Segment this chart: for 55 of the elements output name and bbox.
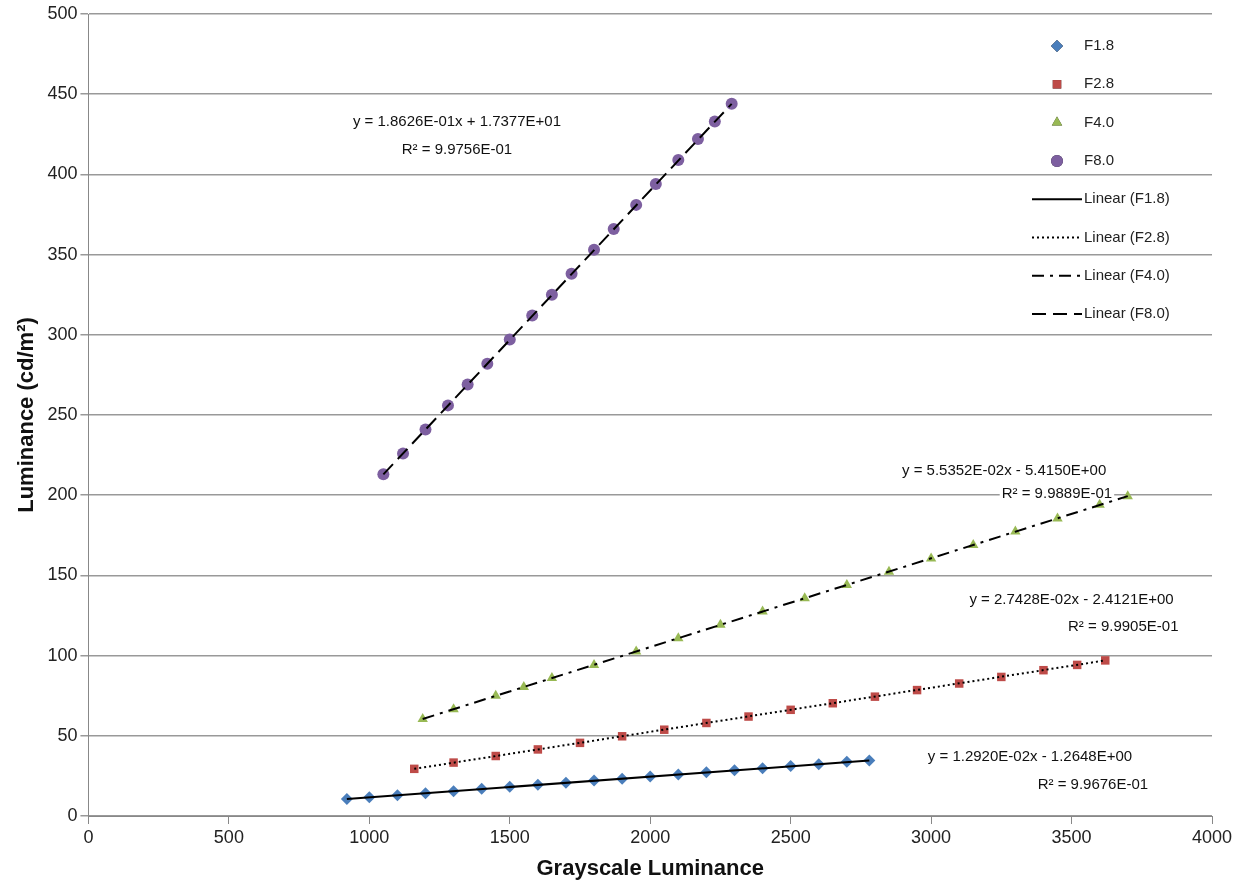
annotation: R² = 9.9905E-01 — [1067, 616, 1179, 634]
x-tick-label: 500 — [213, 826, 244, 847]
x-tick-label: 2000 — [630, 826, 671, 847]
y-axis-title: Luminance (cd/m²) — [13, 317, 39, 513]
point — [1101, 656, 1110, 665]
x-tick-label: 1500 — [489, 826, 530, 847]
point — [725, 97, 738, 110]
annotation: R² = 9.9756E-01 — [401, 140, 513, 158]
point — [518, 680, 530, 690]
point — [1039, 665, 1048, 675]
y-tick-label: 150 — [47, 564, 78, 585]
point — [649, 178, 662, 191]
x-tick-label: 1000 — [349, 826, 390, 847]
y-tick-label: 300 — [47, 323, 78, 344]
y-tick-label: 0 — [67, 804, 78, 825]
x-tick-label: 0 — [83, 826, 94, 847]
point — [660, 725, 669, 734]
point — [786, 705, 795, 715]
x-tick-label: 3000 — [911, 826, 952, 847]
point — [691, 133, 704, 146]
annotation: y = 2.7428E-02x - 2.4121E+00 — [969, 589, 1174, 607]
x-tick-label: 4000 — [1191, 826, 1233, 847]
y-tick-label: 50 — [57, 724, 78, 745]
y-tick-label: 200 — [47, 484, 78, 505]
legend-label: F4.0 — [1084, 112, 1115, 130]
point — [410, 764, 419, 774]
y-tick-label: 500 — [47, 2, 78, 23]
legend-label: Linear (F2.8) — [1084, 227, 1170, 245]
annotation: y = 1.2920E-02x - 1.2648E+00 — [927, 746, 1133, 764]
legend-label: Linear (F8.0) — [1084, 304, 1170, 322]
x-tick-label: 2500 — [770, 826, 811, 847]
point — [870, 692, 880, 701]
legend-label: F8.0 — [1084, 151, 1115, 169]
legend-label: Linear (F1.8) — [1084, 189, 1170, 207]
annotation: y = 5.5352E-02x - 5.4150E+00 — [901, 461, 1107, 479]
legend-label: F2.8 — [1084, 74, 1115, 92]
point — [533, 745, 543, 754]
y-tick-label: 100 — [47, 644, 78, 665]
y-tick-label: 450 — [47, 83, 78, 104]
annotation: R² = 9.9889E-01 — [1001, 483, 1113, 501]
point — [449, 758, 458, 767]
point — [954, 679, 964, 688]
legend-label: Linear (F4.0) — [1084, 265, 1170, 283]
y-tick-label: 400 — [47, 163, 78, 184]
point — [617, 732, 627, 741]
annotation: y = 1.8626E-01x + 1.7377E+01 — [352, 111, 562, 129]
x-axis-title: Grayscale Luminance — [536, 854, 764, 880]
annotation: R² = 9.9676E-01 — [1037, 774, 1149, 792]
x-tick-label: 3500 — [1051, 826, 1092, 847]
point — [702, 718, 711, 728]
y-tick-label: 250 — [47, 403, 78, 424]
legend-label: F1.8 — [1084, 36, 1115, 54]
point — [744, 712, 753, 721]
y-tick-label: 350 — [47, 243, 78, 264]
point — [715, 618, 726, 628]
